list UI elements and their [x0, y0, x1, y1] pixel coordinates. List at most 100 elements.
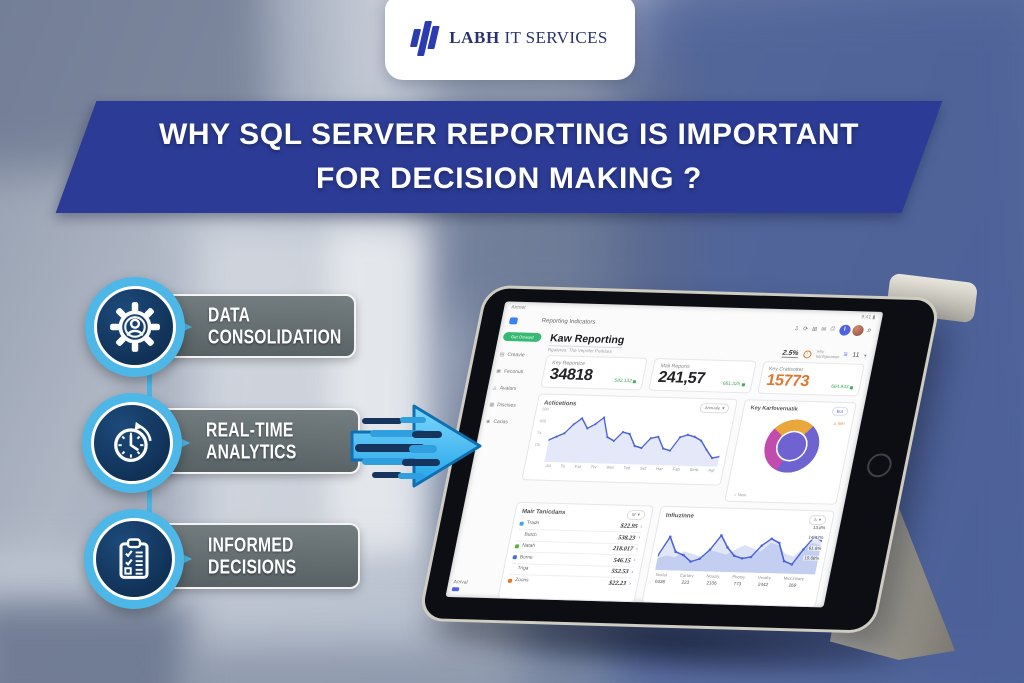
sidebar-item-icon: ▤	[499, 351, 505, 358]
tablet-home-button[interactable]	[865, 452, 894, 478]
flow-line-chart	[654, 533, 824, 575]
sidebar-item-icon: ▦	[488, 401, 495, 409]
brand-header-card: LABH IT SERVICES	[385, 0, 635, 80]
page-title: Kaw Reporting	[548, 332, 626, 349]
feature-label: CONSOLIDATION	[208, 326, 342, 349]
row-label: Triga	[516, 566, 529, 572]
dashboard-screen: Airtnet 9:41 ▮ Reporting Indicators ⇩ ⟳ …	[445, 301, 884, 608]
kpi-delta: 661.325	[722, 381, 745, 387]
sidebar-item[interactable]: ▤ Creavle	[499, 352, 545, 359]
row-label: Butch	[523, 532, 538, 538]
sidebar-footer-label: Arrival	[452, 579, 469, 586]
avatar-photo[interactable]	[851, 324, 865, 336]
chevron-right-icon: ›	[633, 557, 637, 564]
feature-badge-informed-decisions	[84, 509, 184, 609]
sidebar-footer[interactable]: Arrival	[451, 579, 469, 592]
speed-line	[362, 458, 410, 465]
sidebar-item[interactable]: ▣ Feconuti	[496, 368, 542, 375]
series-color-dot	[512, 555, 518, 560]
y-axis-label: 400	[539, 417, 547, 423]
chart-range-dropdown[interactable]: Annuale ▾	[698, 402, 731, 414]
row-label: Tradn	[526, 521, 540, 527]
sidebar-cta-button[interactable]: Get Onward	[502, 332, 543, 342]
activity-chart-card: Acticetions Annuale ▾ 200 400 7a 10r Jul T…	[521, 393, 739, 486]
tablet-device: Airtnet 9:41 ▮ Reporting Indicators ⇩ ⟳ …	[421, 288, 938, 631]
row-value: 218.017	[612, 545, 634, 553]
donut-chart	[759, 418, 825, 474]
feature-label: ANALYTICS	[206, 441, 297, 464]
sidebar-item[interactable]: ◬ Avalars	[492, 385, 538, 392]
grid-icon[interactable]: ⊞	[811, 326, 818, 333]
banner-line-2: FOR DECISION MAKING ?	[316, 162, 702, 196]
mail-icon[interactable]: ✉	[820, 326, 827, 333]
series-color-dot	[514, 544, 520, 549]
growth-stat: 2.5%	[781, 349, 800, 358]
refresh-icon[interactable]: ⟳	[802, 326, 809, 333]
list-view-icon[interactable]: ≡	[842, 351, 849, 359]
speed-line	[398, 473, 424, 479]
brand-logo-icon	[410, 20, 440, 57]
chevron-right-icon: ›	[628, 581, 632, 588]
avatar-initial[interactable]: I	[838, 324, 852, 336]
sidebar-item-label: Feconuti	[503, 368, 524, 376]
series-color-dot	[507, 578, 513, 583]
sidebar-item-label: Discises	[496, 402, 517, 409]
speed-line	[370, 430, 425, 437]
chart-title: Infiuzinne	[665, 512, 695, 520]
chevron-down-icon[interactable]: ▾	[863, 352, 868, 358]
sidebar-item-label: Carias	[492, 418, 509, 426]
kpi-delta: 664.943	[831, 384, 854, 390]
sidebar-item-icon: ◬	[492, 385, 498, 392]
row-value: 552.53	[610, 568, 630, 576]
row-label: Borne	[519, 555, 534, 561]
y-axis-label: 10r	[534, 441, 542, 447]
speed-line	[400, 417, 426, 423]
sidebar-item-icon: ◉	[485, 418, 491, 425]
list-row[interactable]: Zoons $22.23 ›	[507, 575, 632, 590]
sidebar-footer-accent	[451, 587, 460, 592]
feature-label: REAL-TIME	[206, 418, 294, 441]
status-carrier: Airtnet	[510, 304, 527, 311]
background-blur-shape	[330, 230, 420, 560]
donut-chart-card: Key Karfovernatik But △ ium ⌂ Now	[724, 398, 858, 505]
gear-user-icon	[110, 302, 160, 352]
chevron-right-icon: ›	[637, 535, 641, 542]
chevron-down-icon: ▾	[721, 405, 726, 411]
feature-label: INFORMED	[208, 533, 294, 556]
config-label: why konfiguration	[815, 348, 841, 359]
activity-line-chart	[544, 416, 721, 467]
flow-dropdown[interactable]: A ▾	[808, 514, 828, 525]
search-icon[interactable]: ⌕	[866, 325, 873, 335]
sidebar-item[interactable]: ◉ Carias	[485, 419, 531, 426]
row-label: Zoons	[514, 578, 529, 584]
speed-line	[409, 445, 437, 453]
app-logo-icon[interactable]	[508, 316, 519, 324]
donut-action-button[interactable]: But	[830, 406, 850, 416]
flow-chart-card: Infiuzinne A ▾ 13.8% 14.47% 61.6% 10.68% Nor…	[641, 505, 836, 607]
print-icon[interactable]: ⎙	[829, 325, 836, 332]
config-badge-icon[interactable]: !	[802, 349, 813, 358]
chevron-right-icon: ›	[635, 546, 639, 553]
sidebar-item-label: Creavle	[506, 351, 526, 359]
row-value: $22.95	[619, 522, 639, 531]
title-banner-text: WHY SQL SERVER REPORTING IS IMPORTANT FO…	[95, 113, 923, 201]
download-icon[interactable]: ⇩	[793, 325, 800, 332]
sidebar-item-label: Avalars	[499, 385, 517, 392]
donut-footer: ⌂ Now	[733, 491, 747, 497]
feature-badge-real-time-analytics	[82, 393, 182, 493]
view-count: 11	[851, 351, 860, 359]
sidebar-item[interactable]: ▦ Discises	[489, 402, 535, 409]
row-label: Natah	[521, 543, 536, 550]
speed-line	[362, 418, 402, 424]
feature-box-real-time-analytics: REAL-TIME ANALYTICS	[158, 408, 360, 474]
topbar-title: Reporting Indicators	[541, 318, 596, 326]
list-dropdown[interactable]: M ▾	[626, 509, 646, 520]
speed-line	[355, 444, 425, 452]
warning-note: △ ium	[833, 420, 846, 426]
totals-list-card: Mair Tanicdans M ▾ Tradn $22.95 › Butch 538.…	[497, 501, 654, 602]
brand-name: LABH IT SERVICES	[449, 28, 608, 48]
row-value: 538.23	[617, 534, 636, 542]
kpi-value: 241,57	[656, 369, 707, 388]
kpi-delta: 582.132	[614, 378, 637, 384]
